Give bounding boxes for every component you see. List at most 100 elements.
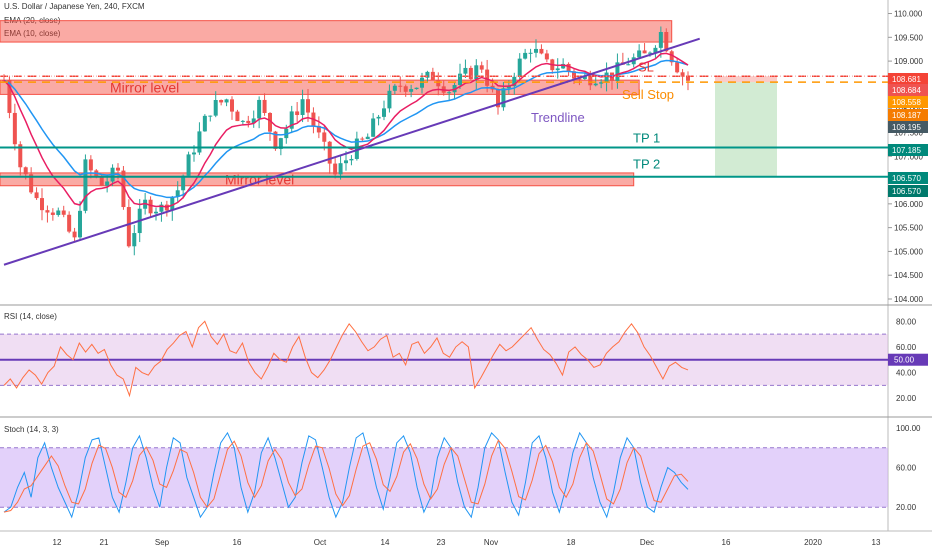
candle-body — [99, 175, 104, 186]
candle-body — [496, 89, 500, 108]
candle-body — [577, 78, 582, 80]
price-tag-label: 108.558 — [892, 98, 921, 107]
time-tick-label: Sep — [155, 538, 170, 547]
candle-body — [544, 53, 549, 60]
candle-body — [517, 58, 522, 77]
candle-body — [648, 52, 652, 54]
price-tag-label: 106.570 — [892, 187, 921, 196]
chart-title: U.S. Dollar / Japanese Yen, 240, FXCM — [4, 2, 145, 11]
candle-body — [382, 108, 386, 117]
tp2-label: TP 2 — [633, 157, 660, 172]
stoch-d-line — [3, 439, 689, 513]
candle-body — [664, 32, 669, 52]
risk-box — [715, 76, 777, 83]
candle-body — [12, 112, 17, 145]
candle-body — [354, 138, 359, 159]
rsi-tick-label: 60.00 — [896, 343, 917, 352]
rsi-legend: RSI (14, close) — [4, 312, 57, 321]
price-tag — [888, 84, 928, 96]
candle-body — [219, 99, 224, 103]
time-tick-label: Dec — [640, 538, 654, 547]
candle-body — [116, 167, 120, 171]
price-tick-label: 109.000 — [894, 57, 923, 66]
candle-body — [246, 120, 251, 124]
candle-body — [506, 86, 511, 89]
candle-body — [474, 65, 479, 80]
time-tick-label: 21 — [100, 538, 109, 547]
price-tag — [888, 144, 928, 156]
candle-body — [316, 125, 321, 133]
candle-body — [208, 115, 213, 117]
candle-body — [154, 211, 158, 214]
candle-body — [72, 231, 77, 238]
tp1-label: TP 1 — [633, 130, 660, 145]
price-tag-label: 108.684 — [892, 86, 921, 95]
price-tag — [888, 172, 928, 184]
time-tick-label: 14 — [381, 538, 390, 547]
candle-body — [273, 131, 278, 149]
rsi-midline-tag — [888, 353, 928, 366]
time-tick-label: Oct — [314, 538, 327, 547]
price-tick-label: 105.500 — [894, 224, 923, 233]
candle-body — [306, 99, 310, 113]
trendline-label: Trendline — [531, 110, 585, 125]
time-tick-label: 13 — [872, 538, 881, 547]
candle-body — [539, 48, 544, 54]
sell-stop-label: Sell Stop — [622, 87, 674, 102]
candle-body — [23, 167, 28, 175]
candle-body — [523, 52, 528, 59]
price-tag — [888, 121, 928, 133]
candle-body — [251, 118, 256, 124]
candle-body — [615, 62, 620, 81]
candle-body — [604, 72, 609, 83]
trendline — [3, 37, 701, 266]
price-tag — [888, 109, 928, 121]
candle-body — [637, 50, 642, 58]
candle-body — [181, 175, 186, 191]
candle-body — [371, 118, 376, 137]
candle-body — [262, 99, 267, 113]
price-tick-label: 106.000 — [894, 200, 923, 209]
candle-body — [686, 76, 690, 81]
candle-body — [67, 214, 72, 232]
time-tick-label: 2020 — [804, 538, 822, 547]
candle-body — [501, 88, 506, 108]
candle-body — [56, 210, 61, 215]
candle-body — [512, 76, 517, 87]
candle-body — [376, 116, 381, 119]
price-tick-label: 104.000 — [894, 295, 923, 304]
price-tag-label: 107.185 — [892, 146, 921, 155]
candle-body — [675, 62, 680, 73]
ema20-line — [3, 59, 689, 199]
candle-body — [653, 47, 658, 53]
candle-body — [349, 158, 354, 161]
time-tick-label: 23 — [437, 538, 446, 547]
candle-body — [680, 72, 685, 77]
candle-body — [202, 115, 207, 132]
candle-body — [338, 163, 343, 175]
candle-body — [658, 32, 663, 48]
candle-body — [333, 163, 338, 175]
candle-body — [289, 111, 294, 129]
reward-box — [715, 82, 777, 177]
candle-body — [268, 112, 272, 132]
candle-body — [463, 67, 468, 74]
candle-body — [599, 82, 604, 84]
candle-body — [425, 71, 430, 78]
rsi-tick-label: 80.00 — [896, 317, 917, 326]
candle-body — [360, 138, 365, 140]
time-tick-label: 16 — [233, 538, 242, 547]
candle-body — [105, 181, 110, 186]
candle-body — [447, 92, 452, 94]
candle-body — [588, 75, 593, 86]
candle-body — [365, 136, 370, 140]
candle-body — [192, 152, 196, 155]
candle-body — [387, 90, 392, 109]
price-tag-label: 106.570 — [892, 174, 921, 183]
candle-body — [572, 71, 576, 79]
candle-body — [40, 198, 44, 211]
candle-body — [278, 138, 283, 149]
candle-body — [409, 89, 414, 92]
candle-body — [414, 87, 419, 90]
